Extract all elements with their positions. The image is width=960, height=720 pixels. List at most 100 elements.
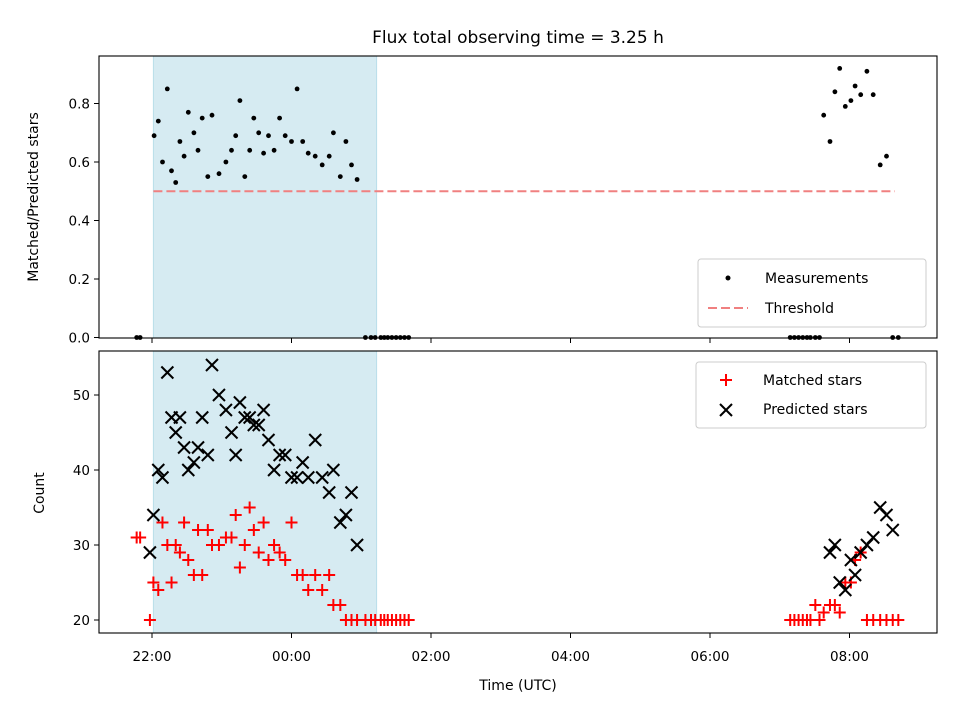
predicted-star-stroke-b: [191, 440, 205, 455]
matched-star-point: [247, 524, 260, 536]
matched-star-point: [316, 584, 329, 596]
predicted-star-point: [301, 470, 315, 485]
top-y-tick-label: 0.8: [69, 97, 90, 113]
measurement-point: [277, 115, 282, 121]
predicted-star-point: [261, 433, 276, 447]
measurement-point: [266, 133, 271, 139]
measurement-point: [151, 133, 157, 139]
predicted-star-stroke-b: [326, 463, 341, 477]
top-y-axis-label: Matched/Predicted stars: [26, 112, 42, 282]
predicted-star-stroke-b: [278, 448, 292, 462]
bottom-x-ticks: 22:00 00:00 02:00 04:00 06:00 08:00: [133, 633, 869, 665]
measurement-point: [261, 150, 266, 156]
chart-title: Flux total observing time = 3.25 h: [372, 28, 664, 48]
predicted-star-stroke-b: [143, 545, 157, 560]
matched-star-point: [243, 501, 256, 514]
measurement-point: [821, 112, 827, 118]
bottom-plot-frame: [98, 350, 938, 634]
predicted-star-stroke-b: [267, 463, 281, 477]
measurement-point: [195, 147, 201, 153]
measurement-point: [827, 139, 833, 144]
measurement-point: [832, 89, 838, 95]
matched-star-point: [285, 516, 298, 529]
bottom-legend-box: [695, 361, 927, 429]
predicted-star-stroke-b: [823, 545, 837, 560]
predicted-star-stroke-b: [177, 440, 191, 455]
predicted-star-point: [322, 485, 336, 500]
measurement-point: [305, 150, 311, 156]
predicted-star-point: [295, 455, 310, 470]
predicted-star-stroke-b: [242, 410, 257, 425]
predicted-star-point: [833, 575, 847, 590]
matched-star-point: [165, 576, 178, 589]
predicted-star-point: [151, 463, 165, 477]
top-y-tick-label: 0.4: [69, 214, 90, 230]
measurement-point: [848, 98, 854, 103]
matched-star-point: [279, 554, 292, 566]
predicted-star-stroke-b: [284, 470, 299, 485]
bottom-y-tick-label: 40: [73, 463, 90, 479]
measurement-point: [354, 177, 360, 182]
predicted-star-stroke-b: [224, 425, 239, 440]
predicted-star-point: [267, 463, 281, 477]
predicted-star-point: [187, 455, 201, 470]
predicted-stars-series: [143, 358, 900, 597]
predicted-star-point: [339, 508, 353, 522]
matched-star-point: [262, 554, 275, 566]
matched-star-point: [257, 516, 270, 529]
predicted-star-stroke-b: [151, 463, 165, 477]
matched-star-point: [268, 539, 281, 551]
predicted-star-point: [350, 538, 364, 552]
matched-star-point: [196, 569, 209, 581]
bottom-y-axis-label: Count: [32, 472, 48, 514]
predicted-star-stroke-b: [195, 410, 209, 425]
measurement-point: [205, 174, 211, 180]
predicted-star-stroke-b: [247, 418, 261, 432]
top-y-tick-label: 0.2: [69, 272, 90, 288]
measurement-point: [877, 162, 883, 168]
measurement-point: [160, 159, 165, 165]
matched-star-point: [809, 599, 822, 611]
measurement-point: [349, 162, 354, 168]
bottom-legend: Matched stars Predicted stars: [695, 361, 927, 429]
measurement-point: [164, 86, 170, 92]
legend-matched-label: Matched stars: [763, 373, 862, 389]
predicted-star-point: [848, 568, 862, 582]
predicted-star-point: [886, 523, 900, 537]
measurement-point: [256, 130, 262, 136]
measurement-point: [251, 115, 257, 121]
matched-star-point: [323, 569, 336, 581]
predicted-star-stroke-b: [290, 470, 304, 485]
measurement-point: [155, 118, 161, 124]
legend-measurements-marker: [725, 275, 731, 281]
bottom-x-tick-label: 04:00: [551, 649, 590, 665]
measurement-point: [209, 112, 215, 118]
measurement-point: [271, 147, 277, 153]
predicted-star-stroke-b: [848, 568, 862, 582]
bottom-y-tick-label: 20: [73, 613, 90, 629]
top-y-tick-label: 0.0: [69, 331, 90, 347]
predicted-star-stroke-b: [233, 395, 247, 410]
top-y-tick-label: 0.6: [69, 155, 90, 171]
predicted-star-point: [272, 448, 287, 462]
top-x-ticks: [151, 338, 850, 343]
observing-window-shade-bottom: [152, 350, 378, 634]
predicted-star-point: [143, 545, 157, 560]
predicted-star-stroke-b: [333, 515, 348, 530]
predicted-star-point: [173, 410, 187, 425]
bottom-x-tick-label: 00:00: [272, 649, 311, 665]
measurement-point: [237, 98, 243, 103]
predicted-star-stroke-b: [272, 448, 287, 462]
predicted-star-point: [838, 583, 853, 597]
measurement-point: [199, 115, 205, 121]
measurement-point: [294, 86, 300, 92]
measurement-point: [300, 139, 306, 144]
predicted-star-point: [224, 425, 239, 440]
measurement-point: [852, 83, 858, 89]
bottom-x-tick-label: 02:00: [412, 649, 451, 665]
predicted-star-point: [195, 410, 209, 425]
matched-star-point: [152, 584, 165, 596]
predicted-star-stroke-b: [344, 485, 359, 500]
matched-star-point: [143, 614, 156, 626]
